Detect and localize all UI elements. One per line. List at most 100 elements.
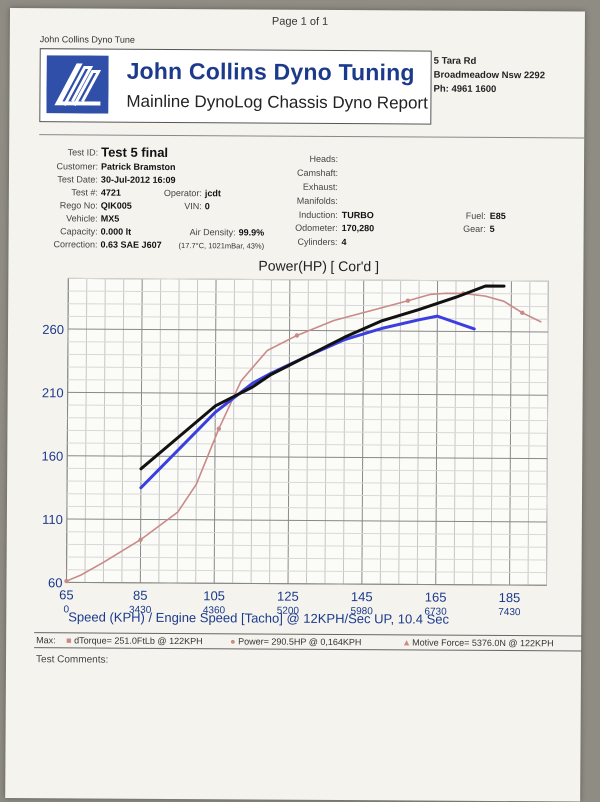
test-id-value: Test 5 final [101,144,169,160]
series-point [520,310,525,316]
odometer-value: 170,280 [341,223,375,234]
camshaft-label: Camshaft: [296,167,339,179]
grid-line-horizontal [66,543,547,548]
grid-line-horizontal [67,442,548,447]
address-line: Broadmeadow Nsw 2292 [433,69,546,82]
series-line [65,292,542,582]
vehicle-value: MX5 [100,213,120,224]
test-num-label: Test #: [71,187,98,198]
exhaust-label: Exhaust: [302,181,338,193]
address-line: Ph: 4961 1600 [433,83,497,95]
grid-line-horizontal [67,366,548,371]
power-marker-icon: ● [230,636,236,647]
chart-title: Power(HP) [258,258,327,274]
grid-line-horizontal [67,467,548,472]
series-point [64,578,69,584]
rpm-tick-label: 5200 [277,606,300,617]
odometer-label: Odometer: [295,222,338,234]
rpm-tick-label: 7430 [498,607,521,618]
air-density-value: 99.9% [238,227,265,238]
x-tick-label: 85 [133,588,148,603]
series-point [294,333,300,338]
force-marker-icon: ▲ [402,637,412,648]
customer-label: Customer: [56,161,99,172]
address-line: 5 Tara Rd [433,55,477,67]
vin-value: 0 [204,201,210,212]
max-power: Power= 290.5HP @ 0,164KPH [238,636,362,648]
fuel-value: E85 [489,210,506,222]
x-tick-label: 145 [351,589,373,604]
brand-subtitle: Mainline DynoLog Chassis Dyno Report [126,91,428,113]
report-sheet: Page 1 of 1 John Collins Dyno Tune John … [5,8,585,802]
series-point [216,426,222,431]
operator-value: jcdt [204,188,221,199]
x-tick-label: 165 [425,590,447,605]
test-id-label: Test ID: [67,147,99,158]
torque-marker-icon: ■ [66,635,72,646]
gear-label: Gear: [463,223,486,234]
grid-line-horizontal [66,518,547,523]
series-line [139,284,506,471]
air-density-label: Air Density: [189,227,236,238]
grid-line-horizontal [66,556,547,561]
grid-line-horizontal [68,315,549,320]
x-tick-label: 105 [203,588,225,603]
rpm-tick-label: 0 [64,604,70,615]
y-tick-label: 260 [42,322,64,337]
test-num-value: 4721 [100,187,121,198]
company-address: 5 Tara Rd Broadmeadow Nsw 2292 Ph: 4961 … [433,55,545,98]
grid-line-horizontal [67,404,548,409]
grid-line-horizontal [67,455,548,460]
test-date-value: 30-Jul-2012 16:09 [100,174,176,186]
grid-line-horizontal [67,391,548,396]
chart-series [64,284,542,584]
series-point [405,298,411,303]
grid-line-horizontal [67,417,548,422]
customer-value: Patrick Bramston [101,161,176,173]
induction-value: TURBO [341,210,374,221]
test-info-panel: Test ID: Test 5 final Customer: Patrick … [38,134,585,254]
heads-label: Heads: [309,153,339,165]
vehicle-label: Vehicle: [66,213,98,224]
brand-box: John Collins Dyno Tuning Mainline DynoLo… [39,48,432,125]
grid-line-horizontal [67,341,548,346]
max-summary-bar: Max: ■ dTorque= 251.0FtLb @ 122KPH ● Pow… [34,632,583,652]
rpm-tick-label: 4360 [203,605,226,616]
gear-value: 5 [489,223,495,234]
x-axis-title: Speed (KPH) / Engine Speed [Tacho] @ 12K… [68,609,449,626]
y-tick-label: 110 [42,512,63,527]
cylinders-value: 4 [341,237,347,248]
rego-label: Rego No: [59,200,98,211]
x-tick-label: 185 [499,590,521,605]
grid-line-horizontal [66,569,547,574]
operator-label: Operator: [163,187,202,199]
series-point [138,537,143,542]
correction-label: Correction: [53,239,98,250]
max-force: Motive Force= 5376.0N @ 122KPH [412,637,554,649]
page-number: Page 1 of 1 [271,15,329,28]
capacity-value: 0.000 lt [100,226,132,237]
grid-line-horizontal [66,505,547,510]
max-label: Max: [36,635,56,646]
manifolds-label: Manifolds: [296,195,338,207]
chart-grid [65,277,549,586]
company-logo-icon [46,55,109,114]
grid-line-horizontal [67,493,548,498]
grid-line-horizontal [67,429,548,434]
cylinders-label: Cylinders: [297,236,338,248]
grid-line-horizontal [66,581,547,586]
induction-label: Induction: [298,209,338,221]
grid-line-horizontal [68,303,549,308]
grid-line-horizontal [67,379,548,384]
correction-detail: (17.7°C, 1021mBar, 43%) [178,241,265,251]
capacity-label: Capacity: [60,226,98,237]
test-comments-label: Test Comments: [35,654,109,666]
fuel-label: Fuel: [465,210,486,221]
max-torque: dTorque= 251.0FtLb @ 122KPH [74,635,203,647]
chart-title-tag: [ Cor'd ] [330,258,379,274]
rpm-tick-label: 6730 [424,607,447,618]
rpm-tick-label: 5980 [351,606,374,617]
x-tick-label: 65 [59,587,74,602]
brand-title: John Collins Dyno Tuning [126,57,415,86]
correction-value: 0.63 SAE J607 [100,239,162,250]
